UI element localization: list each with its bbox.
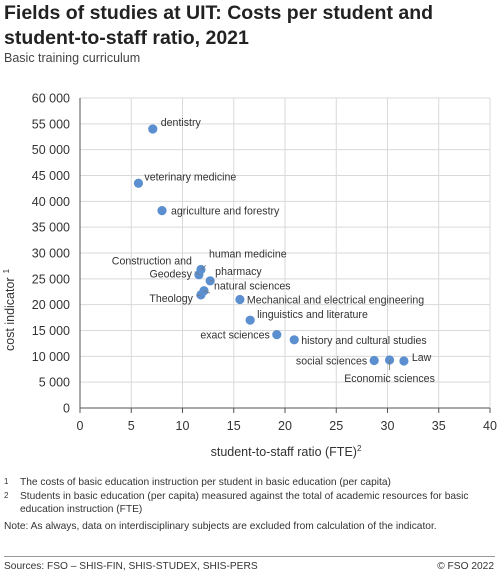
x-axis-label: student-to-staff ratio (FTE)2 (211, 444, 362, 459)
data-point (205, 276, 215, 286)
data-point (245, 315, 255, 325)
sources: Sources: FSO – SHIS-FIN, SHIS-STUDEX, SH… (4, 561, 258, 572)
x-tick-label: 0 (77, 419, 84, 433)
y-tick-label: 15 000 (32, 324, 70, 338)
y-tick-label: 50 000 (32, 143, 70, 157)
data-point (369, 355, 379, 366)
chart-subtitle: Basic training curriculum (4, 51, 141, 65)
x-tick-label: 25 (329, 419, 343, 433)
footnote-number: 2 (4, 490, 9, 500)
data-points (133, 124, 409, 366)
footer-divider (4, 556, 495, 557)
footnote-2: 2 Students in basic education (per capit… (4, 490, 496, 517)
x-tick-label: 30 (381, 419, 395, 433)
footnote-note: Note: As always, data on interdisciplina… (4, 520, 437, 532)
y-tick-label: 20 000 (32, 298, 70, 312)
data-point (399, 356, 409, 366)
data-point (235, 294, 245, 305)
point-labels: dentistry veterinary medicine agriculture … (112, 117, 435, 385)
point-label: history and cultural studies (301, 335, 426, 347)
y-tick-label: 40 000 (32, 195, 70, 209)
point-label: pharmacy (215, 266, 262, 278)
axes (79, 98, 491, 413)
data-point (272, 330, 282, 340)
x-tick-label: 15 (227, 419, 241, 433)
point-label: agriculture and forestry (171, 206, 280, 218)
footnotes: 1 The costs of basic education instructi… (4, 476, 496, 533)
data-point (133, 178, 144, 188)
label-leader-line (210, 279, 214, 282)
label-leader-line (203, 290, 211, 294)
point-label: veterinary medicine (144, 171, 236, 183)
y-tick-label: 55 000 (32, 117, 70, 131)
footnote-1: 1 The costs of basic education instructi… (4, 476, 496, 490)
point-label: exact sciences (200, 330, 269, 342)
point-label: linguistics and literature (257, 309, 368, 321)
x-tick-label: 5 (128, 419, 135, 433)
point-label: natural sciences (214, 281, 291, 293)
point-label: human medicine (209, 249, 287, 261)
copyright: © FSO 2022 (437, 561, 494, 572)
footnote-text: Students in basic education (per capita)… (20, 490, 469, 516)
footnote-number: 1 (4, 477, 9, 486)
grid-lines (80, 97, 491, 408)
point-label: dentistry (161, 117, 202, 129)
footnote-text: The costs of basic education instruction… (20, 477, 391, 488)
tick-labels: 0 5 000 10 000 15 000 20 000 25 000 30 000 35 0… (32, 92, 497, 434)
y-tick-label: 25 000 (32, 272, 70, 286)
x-tick-label: 40 (483, 419, 497, 433)
label-leader-line (194, 271, 200, 276)
scatter-chart: 0 5 000 10 000 15 000 20 000 25 000 30 000 35 0… (2, 92, 497, 460)
point-label: Mechanical and electrical engineering (247, 295, 424, 307)
point-label: Economic sciences (344, 373, 435, 385)
y-tick-label: 35 000 (32, 221, 70, 235)
label-leader-line (196, 294, 202, 297)
data-point (148, 124, 158, 134)
point-label: Construction and Geodesy (112, 256, 193, 281)
y-tick-label: 45 000 (32, 169, 70, 183)
y-tick-label: 30 000 (32, 247, 70, 261)
y-tick-label: 10 000 (32, 350, 70, 364)
y-tick-label: 5 000 (39, 376, 70, 390)
point-label: Law (412, 352, 432, 364)
y-tick-label: 0 (63, 402, 70, 416)
x-tick-label: 10 (176, 419, 190, 433)
x-tick-label: 35 (432, 419, 446, 433)
point-label: social sciences (296, 355, 367, 367)
x-tick-label: 20 (278, 419, 292, 433)
y-axis-label: cost indicator1 (2, 268, 17, 351)
point-label: Theology (149, 293, 193, 305)
data-point (157, 206, 167, 216)
chart-title: Fields of studies at UIT: Costs per stud… (4, 2, 434, 49)
y-tick-label: 60 000 (32, 92, 70, 106)
data-point (289, 335, 299, 345)
label-leader-line (200, 265, 207, 270)
